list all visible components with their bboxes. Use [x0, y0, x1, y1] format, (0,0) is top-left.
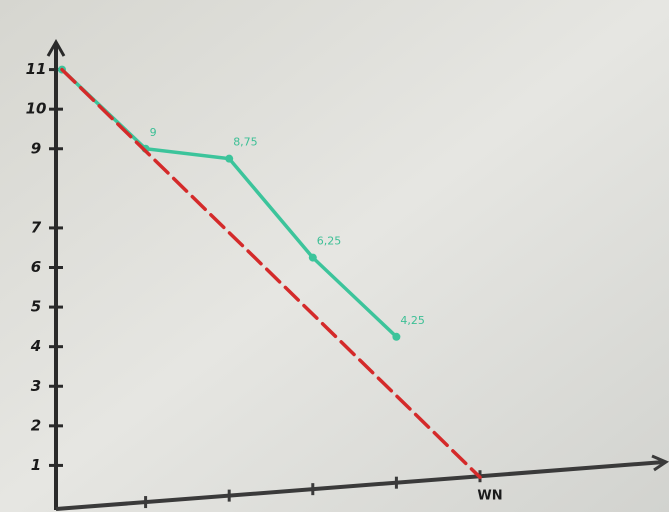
- y-tick-label: 1: [31, 456, 41, 474]
- value-label: 9: [150, 126, 157, 139]
- y-tick-label: 10: [26, 100, 47, 118]
- y-tick-label: 11: [26, 60, 47, 78]
- y-tick-label: 2: [31, 416, 41, 434]
- whiteboard: [0, 0, 669, 512]
- point: [392, 333, 400, 341]
- x-tick-label: WN: [477, 489, 502, 504]
- value-label: 6,25: [317, 235, 342, 248]
- value-label: 8,75: [233, 136, 258, 149]
- y-tick-label: 6: [31, 258, 41, 276]
- y-tick-label: 9: [31, 139, 41, 157]
- y-tick-label: 3: [31, 377, 41, 395]
- chart: 1 2 3 4 5 6 7 9 10 11 WN 9 8,75 6,25 4,25: [0, 0, 669, 512]
- point: [309, 254, 317, 262]
- y-tick-label: 4: [30, 337, 41, 355]
- y-tick-label: 7: [31, 218, 42, 236]
- point: [225, 155, 233, 163]
- y-tick-label: 5: [31, 298, 41, 316]
- value-label: 4,25: [400, 314, 425, 327]
- page: {"chart_data": {"type": "line", "categor…: [0, 0, 669, 512]
